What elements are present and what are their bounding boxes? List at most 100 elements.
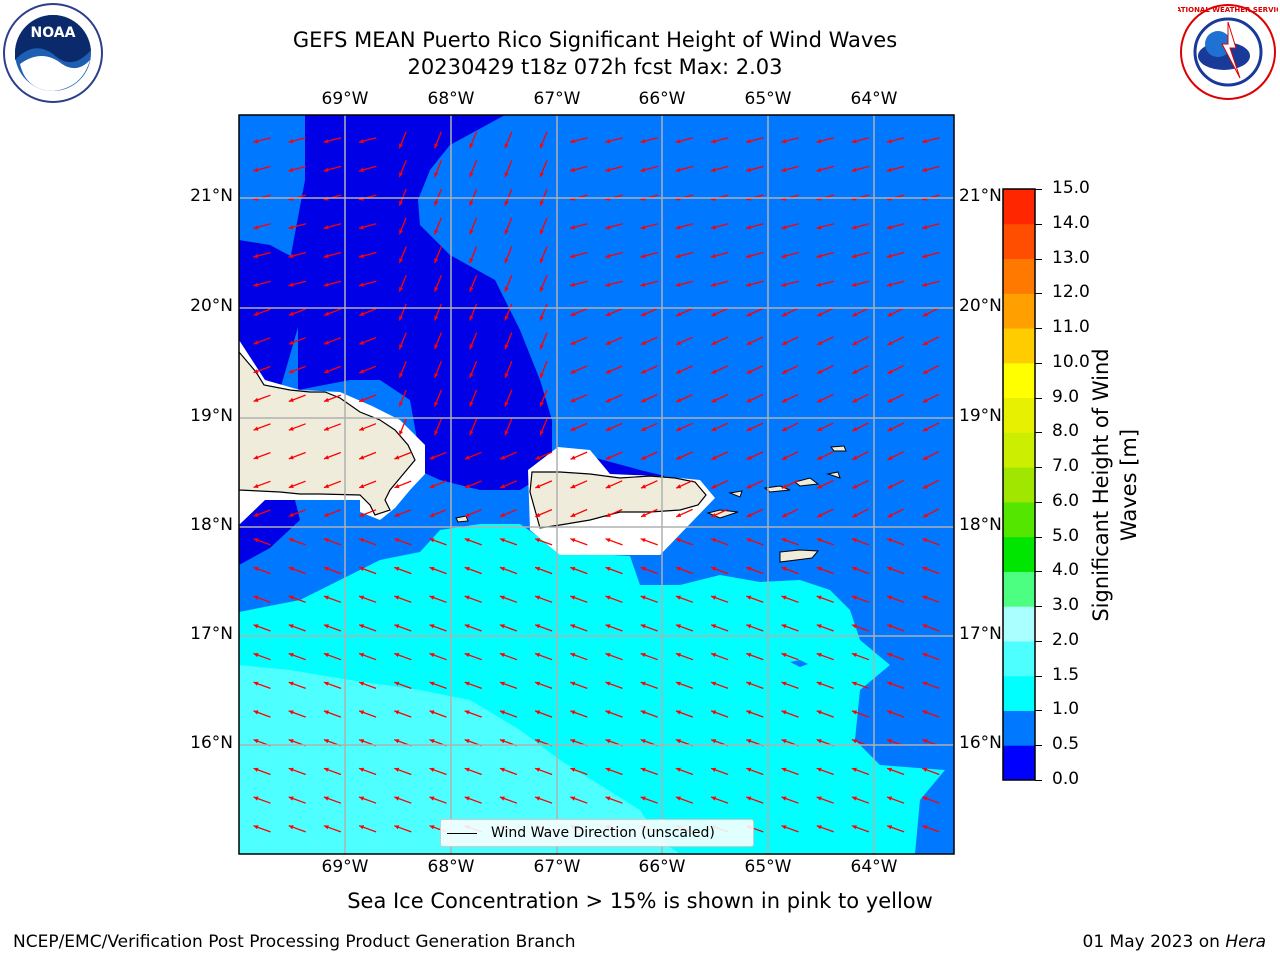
wave-direction-arrowhead [504,315,509,321]
wave-direction-arrowhead [253,139,259,144]
colorbar-tick-label: 4.0 [1052,560,1080,581]
wave-direction-arrowhead [781,253,787,259]
colorbar-tick-mark [1035,293,1042,295]
wave-direction-arrowhead [288,825,294,830]
wave-direction-arrowhead [675,225,681,230]
wave-direction-arrowhead [640,139,646,144]
wave-direction-arrowhead [817,513,823,517]
wave-direction-arrowhead [605,225,611,230]
wave-direction-arrowhead [253,653,259,658]
wave-direction-arrowhead [469,315,474,321]
wave-direction-arrowhead [324,426,329,431]
wave-direction-arrowhead [323,653,329,658]
wave-direction-arrowhead [570,167,575,172]
lon-label-top-0: 69°W [321,89,369,109]
wave-band-0.0-0.5-north [290,115,552,490]
wave-direction-arrowhead [675,167,681,172]
wave-direction-arrowhead [464,681,470,686]
wave-direction-arrowhead [922,710,928,715]
wave-direction-arrowhead [429,681,435,686]
wave-direction-arrowhead [605,566,611,571]
wave-direction-arrowhead [711,681,717,686]
wave-direction-arrowhead [429,484,435,489]
wave-direction-arrowhead [746,681,752,686]
wave-direction-arrowhead [434,229,439,235]
wave-direction-arrowhead [394,739,400,744]
wave-direction-arrowhead [359,538,365,543]
wave-direction-arrowhead [676,312,682,316]
wave-direction-arrowhead [781,427,787,431]
wave-direction-arrowhead [359,796,365,801]
wave-direction-arrowhead [539,200,544,206]
wave-direction-arrowhead [922,513,928,518]
wave-direction-arrowhead [394,653,400,658]
wave-direction-arrowhead [887,341,893,345]
wave-direction-arrowhead [253,397,259,402]
wave-direction-arrowhead [676,426,682,431]
wave-direction-arrowhead [922,427,928,432]
wave-direction-arrowhead [399,200,404,206]
wave-direction-arrowhead [434,172,439,177]
wave-direction-arrowhead [887,595,893,600]
wave-direction-arrowhead [323,796,329,801]
wave-direction-arrowhead [394,796,400,801]
footer-date-text: 01 May 2023 on [1082,932,1220,952]
wave-direction-arrowhead [570,426,576,431]
wave-direction-arrowhead [852,455,858,460]
wave-direction-arrowhead [253,538,259,543]
lon-label-top-2: 67°W [533,89,581,109]
wave-direction-arrowhead [464,484,470,489]
anegada-island [830,445,847,452]
wave-direction-arrowhead [746,566,752,571]
wave-band-spot [790,660,808,667]
wave-direction-arrowhead [394,512,400,517]
wave-direction-arrowhead [887,484,893,489]
lat-label-right-0: 21°N [959,186,1002,206]
wave-direction-arrowhead [922,595,928,600]
wave-direction-arrowhead [429,710,435,715]
wave-direction-arrowhead [464,455,470,460]
wave-direction-arrowhead [288,796,294,801]
hispaniola-land [239,351,416,516]
wave-direction-arrowhead [570,312,576,316]
wave-direction-arrowhead [711,455,717,460]
wave-direction-arrowhead [711,796,717,801]
legend-label: Wind Wave Direction (unscaled) [491,825,715,841]
wave-direction-arrowhead [323,624,329,629]
wave-direction-arrowhead [535,455,541,460]
wave-direction-arrowhead [922,341,928,345]
wave-direction-arrowhead [500,455,506,460]
wave-direction-arrowhead [816,681,822,686]
colorbar-tick-mark [1035,536,1042,538]
wave-direction-arrow [394,853,396,854]
lat-label-right-4: 17°N [959,624,1002,644]
wave-direction-arrowhead [851,167,857,172]
wave-direction-arrowhead [676,513,682,517]
lat-label-right-2: 19°N [959,406,1002,426]
lon-label-top-3: 66°W [638,89,686,109]
wave-direction-arrowhead [640,167,646,172]
wave-direction-arrowhead [781,825,787,830]
wave-direction-arrowhead [394,538,400,543]
wave-direction-arrowhead [570,653,576,658]
colorbar-tick-label: 14.0 [1052,212,1090,233]
wave-direction-arrowhead [922,825,928,830]
wave-direction-arrowhead [781,767,787,772]
wave-direction-arrowhead [675,282,681,287]
colorbar-segment [1003,467,1035,503]
wave-direction-arrowhead [711,595,717,600]
colorbar-tick-mark [1035,467,1042,469]
wave-direction-arrowhead [570,282,575,287]
wave-direction-arrowhead [504,172,509,177]
wave-direction-arrowhead [851,825,857,830]
wave-direction-arrowhead [676,369,682,374]
wave-direction-arrowhead [570,512,576,517]
wave-direction-arrowhead [781,653,787,658]
wave-direction-arrowhead [887,624,893,629]
colorbar-tick-label: 0.0 [1052,769,1080,789]
lon-label-bottom-2: 67°W [533,857,581,877]
wave-direction-arrowhead [887,767,893,772]
wave-direction-arrowhead [746,225,751,230]
wave-direction-arrowhead [504,286,509,292]
wave-direction-arrowhead [288,538,294,543]
